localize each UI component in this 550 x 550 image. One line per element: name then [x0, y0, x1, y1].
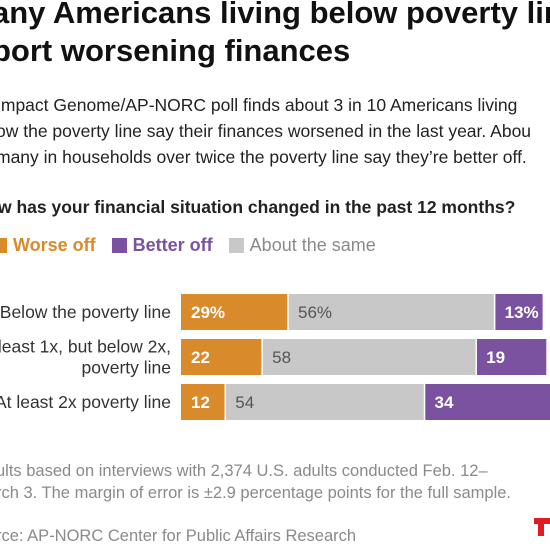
survey-question: w has your financial situation changed i…: [0, 197, 516, 217]
bar-segment: [181, 384, 226, 420]
legend-item-worse: Worse off: [0, 235, 96, 256]
legend-swatch-better: [111, 237, 127, 253]
footnote-line-2: rch 3. The margin of error is ±2.9 perce…: [0, 484, 512, 502]
legend-swatch-worse: [0, 237, 7, 253]
chart-footnote: ults based on interviews with 2,374 U.S.…: [0, 460, 550, 504]
category-label: Below the poverty line: [0, 302, 171, 322]
legend-item-same: About the same: [228, 234, 376, 256]
chart-title: any Americans living below poverty lin p…: [0, 0, 550, 70]
bar-segment: [181, 339, 263, 375]
subtitle-line-2: ow the poverty line say their finances w…: [0, 121, 532, 141]
subtitle-line-3: many in households over twice the povert…: [0, 147, 527, 167]
bar-segment: [181, 294, 289, 330]
bar-segment: [262, 339, 477, 375]
bar-segment: [476, 339, 547, 375]
bar-segment: [424, 384, 550, 420]
chart-source: rce: AP-NORC Center for Public Affairs R…: [0, 527, 357, 545]
data-label: 58: [272, 348, 291, 367]
ap-logo-icon: [534, 518, 550, 536]
bar-segment: [494, 294, 543, 330]
stacked-bar-chart: Below the poverty line 29% 56% 13% least 1x,…: [0, 294, 550, 420]
data-label: 12: [191, 393, 210, 412]
title-line-1: any Americans living below poverty lin: [0, 0, 550, 30]
data-label: 29%: [191, 303, 225, 322]
data-label: 13%: [505, 303, 539, 322]
legend-label-same: About the same: [249, 234, 376, 255]
chart-subtitle: Impact Genome/AP-NORC poll finds about 3…: [0, 92, 550, 170]
chart-legend: Worse off Better off About the same: [0, 233, 392, 257]
category-label: least 1x, but below 2x,: [0, 337, 171, 357]
data-label: 34: [435, 393, 454, 412]
footnote-line-1: ults based on interviews with 2,374 U.S.…: [0, 462, 488, 480]
data-label: 22: [191, 348, 210, 367]
data-label: 54: [235, 393, 254, 412]
subtitle-line-1: Impact Genome/AP-NORC poll finds about 3…: [0, 95, 518, 115]
legend-label-better: Better off: [132, 234, 213, 255]
legend-label-worse: Worse off: [13, 234, 96, 255]
data-label: 19: [486, 348, 505, 367]
data-label: 56%: [298, 303, 332, 322]
bar-segment: [288, 294, 495, 330]
bar-segment: [225, 384, 425, 420]
legend-swatch-same: [228, 237, 244, 253]
title-line-2: port worsening finances: [0, 33, 351, 68]
category-label: At least 2x poverty line: [0, 392, 171, 412]
category-label: poverty line: [82, 358, 172, 378]
legend-item-better: Better off: [111, 234, 213, 256]
